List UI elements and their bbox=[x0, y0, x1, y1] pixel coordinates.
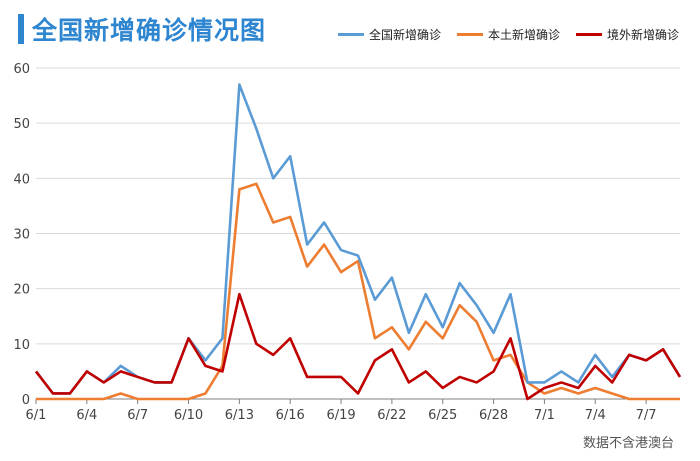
y-tick-label: 0 bbox=[22, 393, 30, 408]
series-line-national bbox=[34, 83, 682, 395]
x-tick-label: 7/1 bbox=[534, 408, 555, 423]
legend-swatch-local bbox=[457, 33, 484, 36]
axes: 0 10 20 30 40 50 60 6/1 6/4 6/7 6/10 6/13 6/16 6/19 6/… bbox=[13, 62, 680, 423]
legend: 全国新增确诊 本土新增确诊 境外新增确诊 bbox=[338, 26, 679, 43]
title-accent-bar bbox=[18, 14, 24, 44]
series-line-imported bbox=[34, 292, 682, 401]
legend-label-national: 全国新增确诊 bbox=[369, 28, 442, 42]
data-note: 数据不含港澳台 bbox=[582, 436, 674, 451]
x-tick-label: 6/28 bbox=[479, 408, 508, 423]
y-tick-label: 40 bbox=[13, 172, 30, 187]
chart-title: 全国新增确诊情况图 bbox=[32, 16, 267, 45]
legend-item-national: 全国新增确诊 bbox=[338, 26, 441, 43]
legend-swatch-national bbox=[338, 33, 364, 36]
x-tick-label: 6/19 bbox=[326, 408, 355, 423]
y-tick-label: 10 bbox=[13, 338, 30, 353]
series-lines bbox=[34, 83, 682, 401]
grid bbox=[36, 67, 680, 345]
x-tick-label: 6/4 bbox=[76, 408, 97, 423]
x-tick-label: 6/7 bbox=[127, 408, 148, 423]
y-tick-label: 30 bbox=[13, 228, 30, 243]
x-tick-label: 7/4 bbox=[585, 408, 606, 423]
x-tick-label: 6/22 bbox=[377, 408, 406, 423]
legend-item-imported: 境外新增确诊 bbox=[576, 26, 679, 43]
y-tick-label: 20 bbox=[13, 283, 30, 298]
legend-item-local: 本土新增确诊 bbox=[457, 26, 560, 43]
x-tick-label: 7/7 bbox=[636, 408, 657, 423]
legend-label-imported: 境外新增确诊 bbox=[607, 28, 680, 42]
y-tick-label: 60 bbox=[13, 62, 30, 77]
x-tick-label: 6/13 bbox=[225, 408, 254, 423]
x-tick-label: 6/10 bbox=[174, 408, 203, 423]
y-tick-label: 50 bbox=[13, 117, 30, 132]
series-line-local bbox=[36, 182, 680, 401]
legend-swatch-imported bbox=[576, 33, 603, 36]
legend-label-local: 本土新增确诊 bbox=[488, 28, 561, 42]
x-tick-label: 6/16 bbox=[276, 408, 305, 423]
x-tick-label: 6/1 bbox=[26, 408, 47, 423]
x-tick-label: 6/25 bbox=[428, 408, 457, 423]
